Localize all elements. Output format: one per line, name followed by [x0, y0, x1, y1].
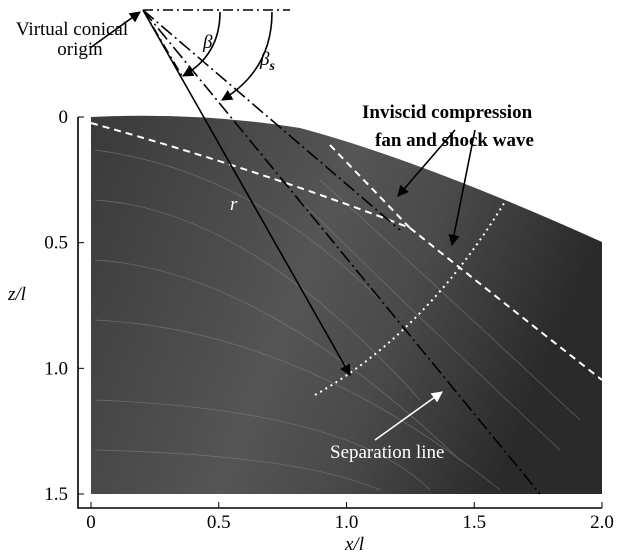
x-tick-label: 0.5	[207, 512, 231, 533]
x-tick-label: 1.0	[335, 512, 359, 533]
lines	[77, 9, 602, 509]
x-tick-label: 1.5	[462, 512, 486, 533]
annotation: s	[268, 59, 275, 74]
y-tick-label: 0	[59, 107, 69, 128]
annotation: r	[230, 194, 238, 215]
flow-image	[90, 115, 603, 495]
annotation: fan and shock wave	[375, 130, 534, 151]
x-axis-label: x/l	[344, 534, 364, 555]
y-axis-label: z/l	[7, 284, 26, 305]
annotation: sidewall	[507, 171, 573, 205]
annotation: Virtual conical	[16, 19, 128, 40]
annotation: β	[259, 49, 270, 70]
y-tick-label: 1.0	[44, 358, 68, 379]
annotation: β	[202, 32, 213, 53]
annotation: βs	[259, 49, 275, 74]
annotation: Inviscid compression	[362, 102, 533, 123]
y-tick-label: 0.5	[44, 233, 68, 254]
y-tick-label: 1.5	[44, 484, 68, 505]
x-tick-label: 0	[86, 512, 96, 533]
annotation: origin	[57, 39, 103, 60]
x-tick-label: 2.0	[590, 512, 614, 533]
annotation: Separation line	[330, 442, 445, 463]
